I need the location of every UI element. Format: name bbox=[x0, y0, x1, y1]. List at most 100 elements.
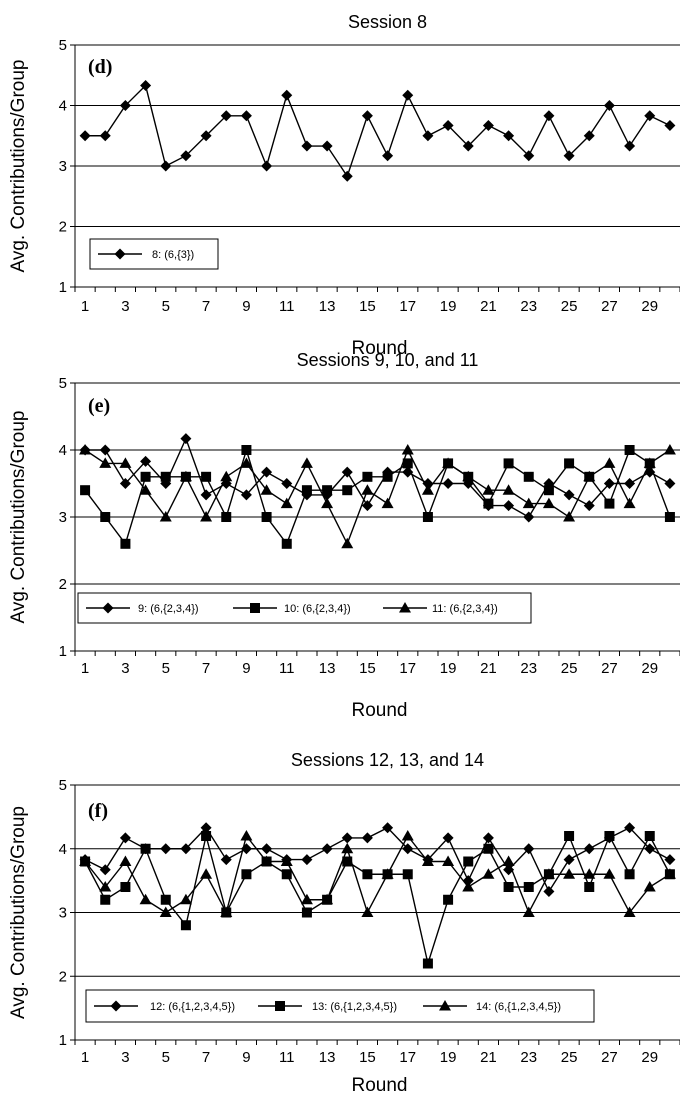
x-tick-label: 9 bbox=[242, 298, 250, 315]
data-point bbox=[483, 843, 494, 854]
legend-marker bbox=[399, 602, 411, 613]
data-point bbox=[664, 854, 676, 866]
data-point bbox=[381, 868, 394, 879]
y-tick-label: 2 bbox=[59, 576, 67, 593]
x-tick-label: 3 bbox=[121, 660, 129, 677]
data-point bbox=[240, 830, 253, 841]
data-point bbox=[281, 869, 292, 880]
y-tick-label: 3 bbox=[59, 905, 67, 922]
y-tick-label: 3 bbox=[59, 509, 67, 526]
data-point bbox=[119, 478, 131, 489]
data-point bbox=[523, 150, 535, 162]
data-point bbox=[422, 130, 434, 142]
data-point bbox=[643, 457, 656, 468]
data-point bbox=[604, 831, 615, 841]
data-point bbox=[421, 855, 434, 866]
data-point bbox=[342, 485, 353, 496]
data-point bbox=[160, 843, 172, 855]
x-tick-label: 7 bbox=[202, 660, 210, 677]
x-tick-label: 13 bbox=[319, 298, 336, 315]
data-point bbox=[321, 497, 334, 509]
data-point bbox=[119, 457, 132, 468]
data-point bbox=[261, 843, 273, 855]
data-point bbox=[422, 512, 433, 522]
data-point bbox=[563, 489, 575, 501]
data-point bbox=[99, 864, 111, 876]
data-point bbox=[603, 478, 615, 489]
data-point bbox=[99, 130, 111, 142]
chart-title: Sessions 9, 10, and 11 bbox=[297, 350, 479, 370]
data-point bbox=[281, 478, 293, 489]
data-point bbox=[462, 881, 475, 892]
data-point bbox=[442, 119, 454, 131]
data-point bbox=[523, 471, 534, 482]
data-point bbox=[179, 470, 192, 482]
data-point bbox=[140, 455, 152, 467]
x-tick-label: 25 bbox=[561, 1049, 578, 1066]
data-point bbox=[401, 444, 414, 455]
y-axis-label: Avg. Contributions/Group bbox=[8, 806, 29, 1019]
data-point bbox=[80, 485, 91, 496]
y-tick-label: 4 bbox=[59, 98, 67, 115]
data-point bbox=[644, 843, 656, 855]
data-point bbox=[482, 119, 494, 131]
y-tick-label: 4 bbox=[59, 841, 67, 858]
data-point bbox=[180, 433, 192, 445]
data-point bbox=[503, 458, 514, 469]
data-point bbox=[482, 868, 495, 879]
data-point bbox=[261, 160, 273, 172]
data-point bbox=[100, 894, 111, 905]
data-point bbox=[402, 89, 414, 101]
x-tick-label: 3 bbox=[121, 298, 129, 315]
data-point bbox=[200, 130, 212, 142]
legend: 8: (6,{3}) bbox=[89, 238, 219, 270]
x-tick-label: 11 bbox=[279, 1049, 295, 1066]
x-tick-label: 21 bbox=[480, 298, 497, 315]
x-tick-label: 21 bbox=[480, 660, 497, 677]
x-tick-label: 7 bbox=[202, 298, 210, 315]
series-1 bbox=[79, 822, 676, 897]
data-point bbox=[623, 906, 636, 917]
data-point bbox=[220, 906, 233, 917]
legend-marker bbox=[110, 1000, 122, 1012]
data-point bbox=[361, 832, 373, 844]
y-tick-label: 5 bbox=[59, 37, 67, 54]
panel-label: (e) bbox=[88, 395, 110, 417]
x-axis-label: Round bbox=[352, 700, 408, 721]
data-point bbox=[421, 484, 434, 495]
x-tick-label: 29 bbox=[641, 298, 658, 315]
data-point bbox=[200, 511, 213, 522]
x-tick-label: 23 bbox=[520, 660, 537, 677]
data-point bbox=[583, 470, 596, 482]
data-point bbox=[261, 466, 273, 478]
x-tick-label: 5 bbox=[162, 1049, 170, 1066]
x-axis-label: Round bbox=[352, 1075, 408, 1096]
x-tick-label: 29 bbox=[641, 1049, 658, 1066]
data-point bbox=[564, 458, 575, 469]
data-point bbox=[543, 110, 555, 122]
data-point bbox=[502, 484, 515, 495]
data-point bbox=[341, 170, 353, 182]
data-point bbox=[301, 907, 312, 918]
data-point bbox=[564, 831, 575, 841]
data-point bbox=[79, 130, 91, 142]
series-1 bbox=[79, 80, 676, 182]
data-point bbox=[140, 471, 151, 482]
x-tick-label: 23 bbox=[520, 298, 537, 315]
data-point bbox=[442, 457, 455, 468]
data-point bbox=[140, 80, 152, 92]
data-point bbox=[401, 830, 414, 841]
x-tick-label: 15 bbox=[359, 660, 376, 677]
x-tick-label: 5 bbox=[162, 298, 170, 315]
data-point bbox=[301, 854, 313, 866]
legend-marker bbox=[250, 603, 260, 613]
data-point bbox=[463, 856, 474, 867]
x-tick-label: 7 bbox=[202, 1049, 210, 1066]
data-point bbox=[644, 831, 655, 841]
data-point bbox=[119, 832, 131, 844]
data-point bbox=[483, 498, 494, 509]
data-point bbox=[240, 110, 252, 122]
data-point bbox=[664, 119, 676, 131]
data-point bbox=[120, 882, 131, 892]
